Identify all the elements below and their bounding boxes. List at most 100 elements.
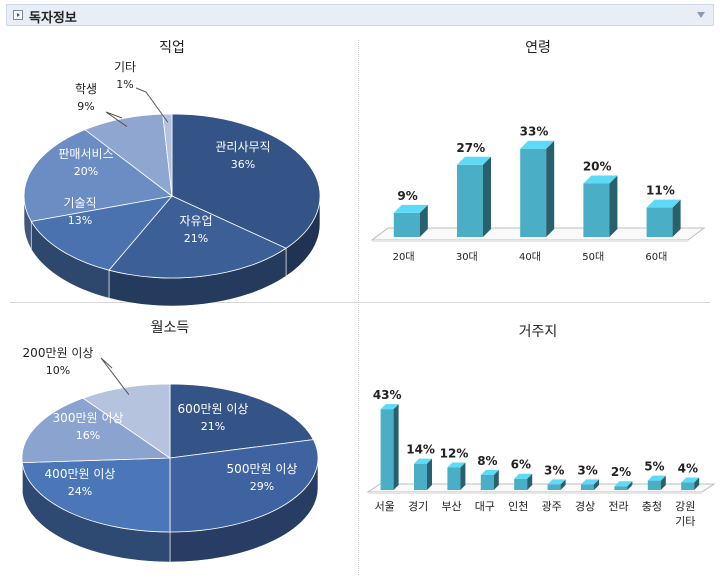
bar-top [583, 175, 618, 184]
bar-top [614, 481, 633, 487]
pie-slice-label: 기술직 [63, 196, 96, 210]
bar-side [483, 156, 491, 237]
bar [480, 474, 494, 490]
chart-floor-edge [372, 240, 688, 242]
pie-slice-label: 500만원 이상 [227, 462, 298, 476]
bar-value-label: 27% [456, 141, 485, 155]
pie-slice-value: 20% [74, 165, 98, 178]
category-label: 전라 [608, 500, 628, 513]
bar-side [493, 469, 499, 490]
bar-side [660, 475, 666, 490]
bar [514, 478, 528, 490]
bar [380, 409, 394, 490]
category-label: 60대 [645, 251, 667, 263]
category-label: 경상 [575, 500, 595, 513]
bar-side [546, 140, 555, 237]
pie-slice-value: 21% [184, 232, 208, 245]
pie-leader-line [105, 111, 128, 127]
bar-value-label: 3% [577, 463, 597, 477]
category-label: 20대 [393, 251, 415, 263]
pie-slice [30, 195, 174, 271]
bar-side [460, 462, 466, 490]
category-label: 서울 [375, 500, 395, 513]
bar [583, 183, 610, 237]
bar-side [419, 204, 428, 237]
bar-top [581, 479, 599, 485]
pie-slice [82, 383, 171, 459]
bar-value-label: 6% [511, 458, 531, 472]
bar-side [393, 404, 399, 490]
chart-title: 거주지 [519, 324, 558, 340]
bar-value-label: 3% [544, 463, 564, 477]
bar-value-label: 12% [440, 446, 469, 460]
pie-leader-line [135, 87, 169, 123]
category-label: 40대 [519, 251, 541, 263]
pie-slice [169, 383, 314, 459]
pie-slice-value: 13% [68, 214, 92, 227]
pie-slice [21, 457, 171, 533]
category-label: 30대 [456, 251, 478, 263]
category-label: 경기 [408, 500, 428, 513]
bar-side [694, 477, 700, 490]
bar-value-label: 43% [373, 388, 402, 402]
pie-slice-label: 300만원 이상 [53, 411, 124, 425]
divider-horizontal [10, 302, 710, 303]
bar-top [520, 140, 555, 149]
pie-slice [108, 195, 287, 279]
pie-slice-value: 29% [250, 480, 274, 493]
pie-slice-value: 36% [231, 158, 255, 171]
bar-top [457, 156, 491, 165]
panel-title: 독자정보 [29, 11, 77, 26]
section-icon [13, 10, 23, 20]
pie-slice-label: 학생 [75, 82, 97, 96]
category-label: 50대 [582, 251, 604, 263]
panel-header: 독자정보 [6, 4, 714, 26]
pie-slice-label: 판매서비스 [58, 147, 113, 161]
residence-bar-chart: 거주지 43% 서울 14% 경기 12% 부산 8% 대구 6% 인천 3% 광주 3% 경상 2% 전라 5%… [366, 324, 716, 528]
collapse-toggle-icon[interactable] [697, 12, 705, 18]
income-pie-chart: 월소득 600만원 이상 21% 500만원 이상 29% 400만원 이상 24% 300만… [21, 320, 319, 563]
bar-side [527, 473, 533, 490]
bar-top [447, 462, 466, 468]
pie-slice-label: 400만원 이상 [45, 467, 116, 481]
pie-slice-value: 21% [201, 420, 225, 433]
pie-slice-value: 1% [116, 78, 133, 91]
bar [414, 463, 427, 490]
pie-top [23, 113, 321, 279]
pie-slice [162, 113, 173, 197]
bar [681, 482, 695, 490]
category-label: 인천 [508, 499, 528, 513]
category-label: 기타 [675, 515, 695, 528]
pie-slice-label: 200만원 이상 [23, 346, 94, 360]
bar-side [627, 481, 633, 490]
pie-slice [169, 439, 319, 533]
pie-slice [84, 113, 173, 197]
bar [614, 486, 628, 490]
bar [647, 480, 661, 490]
bar-top [681, 477, 700, 483]
bar-value-label: 5% [644, 460, 664, 474]
bar [447, 467, 461, 490]
bar-top [547, 479, 566, 485]
bar-value-label: 4% [678, 461, 698, 475]
bar [457, 164, 483, 237]
category-label: 대구 [475, 500, 495, 513]
pie-slice-value: 24% [68, 485, 92, 498]
age-bar-chart: 연령 9% 20대 27% 30대 33% 40대 20% 50대 11% 60대 [370, 40, 706, 263]
bar-top [647, 475, 666, 481]
category-label: 강원 [675, 500, 695, 513]
pie-slice-label: 자유업 [179, 214, 212, 228]
pie-slice-value: 9% [77, 100, 94, 113]
bar-top [514, 473, 533, 479]
pie-slice-label: 관리사무직 [215, 140, 270, 154]
category-label: 부산 [441, 500, 461, 513]
pie-top [21, 383, 319, 533]
bar-side [427, 458, 432, 490]
bar-side [560, 479, 566, 490]
bar [393, 212, 420, 237]
divider-vertical [358, 40, 359, 575]
pie-slice [171, 113, 321, 249]
pie-leader-line [100, 357, 130, 395]
bar-value-label: 2% [611, 465, 631, 479]
